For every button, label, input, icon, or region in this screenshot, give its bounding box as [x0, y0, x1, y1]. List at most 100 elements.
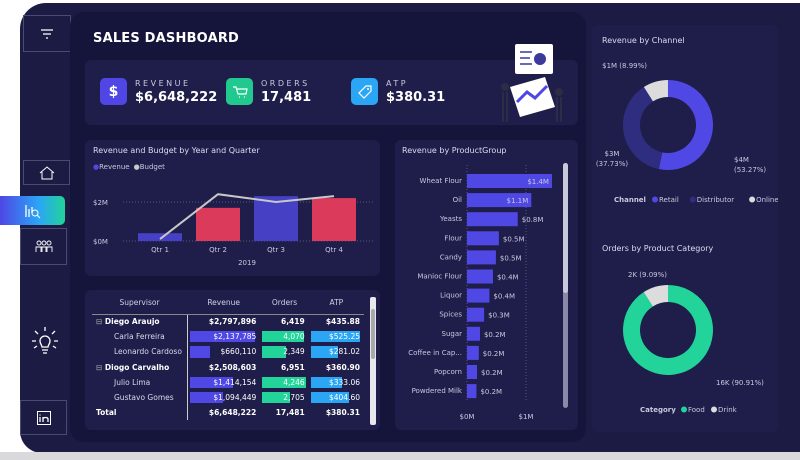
table-scrollbar[interactable]: [370, 297, 376, 425]
legend-item: Retail: [659, 196, 679, 204]
filter-button[interactable]: [23, 15, 71, 52]
kpi-revenue: $ REVENUE $6,648,222: [100, 78, 217, 105]
legend-item: Food: [688, 406, 705, 414]
home-icon: [39, 165, 54, 179]
data-label: $0.2M: [480, 388, 502, 396]
slice-label: (37.73%): [596, 160, 628, 168]
product-bar: [467, 288, 490, 303]
legend-budget[interactable]: ●Budget: [133, 163, 165, 171]
revenue-budget-chart: $0M $2M Qtr 1 Qtr 2 Qtr 3 Qtr 4 2019: [93, 193, 375, 267]
product-bar: [467, 250, 496, 265]
product-bar: [467, 212, 518, 227]
category-label: Spices: [439, 311, 462, 319]
kpi-label: REVENUE: [135, 78, 191, 88]
slice-label: 2K (9.09%): [628, 271, 667, 279]
cart-icon: [226, 78, 253, 105]
sidebar-item-linkedin[interactable]: [20, 400, 67, 435]
kpi-atp: ATP $380.31: [351, 78, 445, 105]
kpi-value: 17,481: [261, 89, 312, 105]
category-label: Powdered Milk: [412, 387, 463, 395]
legend-marker: [652, 196, 658, 203]
data-label: $0.5M: [503, 235, 525, 243]
chart-title: Orders by Product Category: [602, 244, 714, 253]
x-tick-label: Qtr 1: [151, 246, 169, 254]
product-group-chart: Wheat Flour $1.4M Oil $1.1M Yeasts $0.8M Flour…: [408, 165, 552, 421]
product-bar: [467, 384, 477, 399]
page-title: SALES DASHBOARD: [93, 31, 240, 46]
chart-title: Revenue by ProductGroup: [402, 146, 507, 155]
sidebar-item-team[interactable]: [20, 228, 67, 265]
scrollbar-thumb[interactable]: [563, 163, 568, 293]
kpi-label: ATP: [386, 78, 409, 88]
column-header[interactable]: Supervisor: [92, 292, 187, 315]
column-header[interactable]: ATP: [308, 292, 364, 315]
product-bar: [467, 345, 479, 360]
chart-scrollbar[interactable]: [563, 163, 568, 408]
kpi-value: $380.31: [386, 89, 446, 105]
table-header: Supervisor Revenue Orders ATP: [92, 292, 364, 315]
table-row[interactable]: Gustavo Gomes $1,094,449 2,705 $404.60: [92, 389, 364, 406]
category-label: Wheat Flour: [420, 177, 463, 185]
category-donut: 2K (9.09%) 16K (90.91%) Category Food Drink: [623, 271, 764, 414]
legend-item: Distributor: [697, 196, 734, 204]
legend-revenue[interactable]: ●Revenue: [93, 163, 130, 171]
slice-label: (53.27%): [734, 166, 766, 174]
y-tick-label: $0M: [93, 238, 108, 246]
chart-search-icon: [24, 204, 40, 218]
sidebar-item-analytics[interactable]: [0, 196, 65, 225]
scrollbar-thumb[interactable]: [371, 309, 375, 359]
legend-marker: [711, 406, 717, 413]
donut-slice-drink: [643, 285, 668, 307]
tag-icon: [351, 78, 378, 105]
data-label: $0.4M: [493, 293, 515, 301]
linkedin-icon: [36, 410, 51, 425]
revenue-bar: [254, 196, 298, 241]
table-row[interactable]: ⊟ Diogo Carvalho $2,508,603 6,951 $360.90: [92, 359, 364, 375]
x-tick-label: Qtr 2: [209, 246, 227, 254]
data-label: $0.8M: [522, 216, 544, 224]
data-label: $0.4M: [497, 274, 519, 282]
x-tick-label: $0M: [460, 413, 475, 421]
donut-slice-food: [623, 285, 713, 375]
sidebar-item-insights[interactable]: [31, 326, 59, 360]
product-bar: [467, 365, 478, 379]
table-row[interactable]: Leonardo Cardoso $660,110 2,349 $281.02: [92, 344, 364, 360]
category-label: Liquor: [440, 292, 462, 300]
revenue-bar: [138, 233, 182, 241]
filter-icon: [41, 28, 53, 39]
product-bar: [467, 193, 532, 208]
category-label: Popcorn: [434, 368, 462, 376]
legend-marker: [689, 196, 696, 203]
column-header[interactable]: Orders: [260, 292, 309, 315]
data-label: $1.4M: [527, 178, 549, 186]
table-row[interactable]: Carla Ferreira $2,137,785 4,070 $525.25: [92, 329, 364, 345]
product-bar: [467, 326, 480, 341]
collapse-icon: ⊟: [96, 317, 103, 327]
slice-label: $1M (8.99%): [602, 62, 647, 70]
data-label: $0.5M: [500, 254, 522, 262]
category-label: Yeasts: [439, 215, 462, 223]
category-label: Candy: [440, 253, 462, 261]
supervisor-table: Supervisor Revenue Orders ATP ⊟ Diego Araujo…: [92, 292, 364, 421]
kpi-value: $6,648,222: [135, 89, 218, 105]
data-label: $1.1M: [507, 197, 529, 205]
table-row[interactable]: Julio Lima $1,414,154 4,246 $333.06: [92, 374, 364, 390]
table-row[interactable]: ⊟ Diego Araujo $2,797,896 6,419 $435.88: [92, 314, 364, 330]
bottom-divider: [0, 452, 800, 460]
column-header[interactable]: Revenue: [187, 292, 261, 315]
kpi-label: ORDERS: [261, 78, 310, 88]
chart-title: Revenue by Channel: [602, 36, 685, 45]
donut-slice-retail: [658, 80, 713, 170]
legend-item: Drink: [718, 406, 738, 414]
lightbulb-icon: [32, 327, 58, 354]
data-label: $0.2M: [483, 350, 505, 358]
donut-slice-distributor: [623, 87, 663, 170]
product-bar: [467, 174, 552, 188]
sidebar-item-home[interactable]: [23, 160, 70, 185]
donut-slice-online: [643, 80, 668, 102]
dollar-icon: $: [100, 78, 127, 105]
table-total-row: Total $6,648,222 17,481 $380.31: [92, 405, 364, 421]
data-label: $0.2M: [484, 331, 506, 339]
x-tick-label: $1M: [519, 413, 534, 421]
kpi-card: [85, 60, 578, 125]
